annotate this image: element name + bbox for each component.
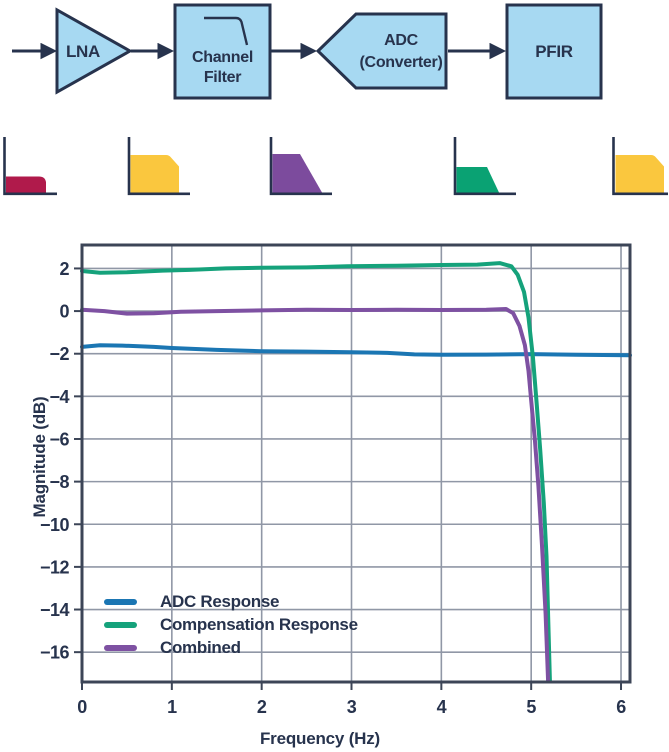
- y-tick-label--14: −14: [40, 600, 70, 620]
- pfir-label: PFIR: [535, 42, 573, 61]
- y-tick-label--6: −6: [49, 429, 69, 449]
- adc-block: [315, 12, 448, 90]
- x-tick-label-0: 0: [77, 697, 87, 717]
- legend-item-compensation-response: Compensation Response: [104, 613, 358, 636]
- chart-legend: ADC Response Compensation Response Combi…: [104, 590, 358, 659]
- post-pfir-spectrum-icon: [615, 155, 664, 193]
- legend-label-compensation-response: Compensation Response: [160, 614, 358, 634]
- series-line-compensation-response: [80, 261, 552, 682]
- legend-swatch-compensation-response: [104, 621, 137, 628]
- x-tick-label-2: 2: [257, 697, 267, 717]
- spectrum-axes-icon: [612, 137, 668, 196]
- channel-filter-label-line2: Filter: [203, 69, 242, 86]
- x-tick-label-4: 4: [437, 697, 447, 717]
- y-tick-label--8: −8: [49, 472, 69, 492]
- y-tick-label--2: −2: [49, 344, 69, 364]
- y-tick-label--16: −16: [40, 643, 70, 663]
- spectrum-axes-icon: [453, 137, 516, 196]
- series-line-combined: [80, 307, 551, 682]
- spectrum-axes-icon: [127, 137, 190, 196]
- lna-label: LNA: [65, 42, 101, 61]
- adc-label-line2: (Converter): [359, 53, 443, 71]
- signal-chain-diagram: [3, 3, 668, 196]
- y-tick-label-0: 0: [59, 302, 69, 322]
- legend-item-combined: Combined: [104, 636, 358, 659]
- post-lna-spectrum-icon: [130, 155, 179, 193]
- plot-border: [80, 243, 632, 684]
- channel-filter-label: Channel Filter: [175, 48, 270, 88]
- x-axis-title: Frequency (Hz): [260, 729, 380, 748]
- adc-label-line1: ADC: [384, 32, 418, 49]
- adc-label: ADC (Converter): [352, 30, 450, 73]
- spectrum-icon-row: [3, 137, 668, 196]
- x-tick-label-6: 6: [616, 697, 626, 717]
- y-axis-title: Magnitude (dB): [30, 396, 49, 518]
- y-tick-label--12: −12: [40, 557, 70, 577]
- post-adc-spectrum-icon: [456, 167, 499, 193]
- channel-filter-label-line1: Channel: [191, 49, 254, 66]
- legend-swatch-combined: [104, 644, 137, 651]
- x-tick-label-5: 5: [526, 697, 536, 717]
- spectrum-axes-icon: [269, 137, 332, 196]
- channel-filter-block: [173, 3, 272, 100]
- legend-item-adc-response: ADC Response: [104, 590, 358, 613]
- series-line-adc-response: [80, 343, 632, 358]
- legend-swatch-adc-response: [104, 598, 137, 605]
- magnitude-response-chart: 0 1 2 3 4 5 6 2 0 −2 −4 −6 −8 −10 −12 −14 −16: [40, 243, 632, 717]
- input-spectrum-icon: [6, 176, 46, 193]
- lowpass-response-icon: [204, 16, 249, 46]
- legend-label-combined: Combined: [160, 637, 241, 657]
- x-tick-label-3: 3: [347, 697, 357, 717]
- post-channel-filter-spectrum-icon: [272, 154, 322, 193]
- spectrum-axes-icon: [3, 137, 57, 196]
- x-tick-label-1: 1: [167, 697, 177, 717]
- lna-block: [55, 7, 134, 95]
- y-tick-label--10: −10: [40, 515, 70, 535]
- y-tick-label--4: −4: [49, 387, 69, 407]
- y-tick-label-2: 2: [59, 259, 69, 279]
- pfir-block: [505, 3, 603, 100]
- legend-label-adc-response: ADC Response: [160, 591, 280, 611]
